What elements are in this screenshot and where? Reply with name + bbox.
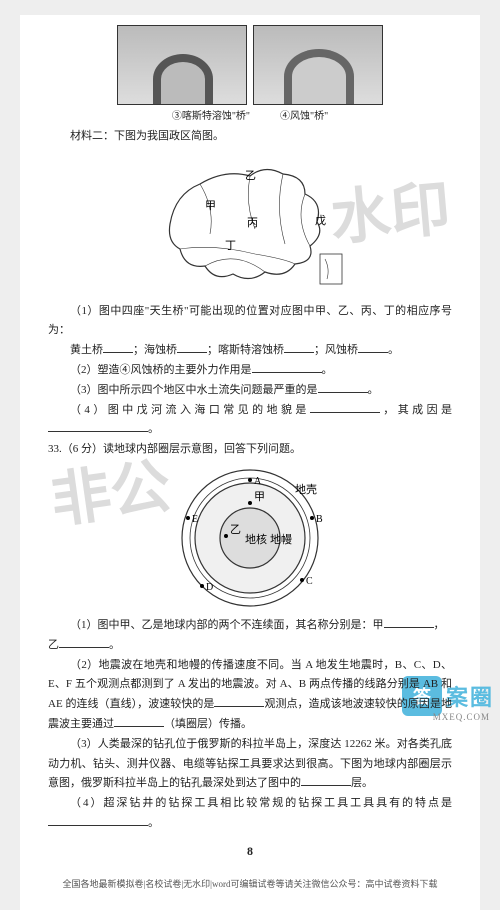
caption-row: ③喀斯特溶蚀"桥" ④风蚀"桥" <box>48 107 452 122</box>
q3: （3）图中所示四个地区中水土流失问题最严重的是。 <box>48 381 452 401</box>
q4: （4）图中戊河流入海口常见的地貌是，其成因是。 <box>48 401 452 441</box>
q1-stem: （1）图中四座"天生桥"可能出现的位置对应图中甲、乙、丙、丁的相应序号为： <box>48 302 452 342</box>
earth-layers-figure: 地壳地幔地核 甲乙 A B C D E <box>162 468 338 608</box>
svg-text:地幔: 地幔 <box>270 533 292 546</box>
logo-text: 案圈 <box>446 680 494 712</box>
svg-text:丁: 丁 <box>225 240 236 252</box>
q33-2: （2）地震波在地壳和地幔的传播速度不同。当 A 地发生地震时，B、C、D、E、F… <box>48 656 452 735</box>
svg-text:C: C <box>306 576 313 587</box>
q33-1: （1）图中甲、乙是地球内部的两个不连续面，其名称分别是：甲，乙。 <box>48 616 452 656</box>
svg-text:甲: 甲 <box>254 491 265 503</box>
caption-4: ④风蚀"桥" <box>280 107 328 122</box>
footer-note: 全国各地最新模拟卷|名校试卷|无水印|word可编辑试卷等请关注微信公众号：高中… <box>48 877 452 890</box>
q33-4: （4）超深钻井的钻探工具相比较常规的钻探工具工具具有的特点是。 <box>48 794 452 834</box>
photo-wind <box>253 25 383 105</box>
photo-karst <box>117 25 247 105</box>
svg-text:甲: 甲 <box>205 200 216 212</box>
svg-text:乙: 乙 <box>245 169 256 182</box>
q1-line: 黄土桥；海蚀桥；喀斯特溶蚀桥；风蚀桥。 <box>48 341 452 361</box>
svg-text:D: D <box>206 582 213 593</box>
page-number: 8 <box>48 844 452 859</box>
q33-head: 33.（6 分）读地球内部圈层示意图，回答下列问题。 <box>48 440 452 460</box>
photo-row <box>48 25 452 105</box>
svg-text:A: A <box>254 476 262 487</box>
q2: （2）塑造④风蚀桥的主要外力作用是。 <box>48 361 452 381</box>
svg-text:地核: 地核 <box>245 532 267 546</box>
svg-text:戊: 戊 <box>315 214 326 227</box>
svg-text:E: E <box>192 514 198 525</box>
svg-text:丙: 丙 <box>247 217 258 229</box>
china-map: 甲 乙丙丁 戊 <box>155 154 345 294</box>
svg-text:地壳: 地壳 <box>295 482 317 496</box>
q33-3: （3）人类最深的钻孔位于俄罗斯的科拉半岛上，深度达 12262 米。对各类孔底动… <box>48 735 452 794</box>
caption-3: ③喀斯特溶蚀"桥" <box>172 107 250 122</box>
material-2: 材料二：下图为我国政区简图。 <box>48 128 452 146</box>
svg-text:B: B <box>316 514 323 525</box>
svg-text:乙: 乙 <box>230 523 241 536</box>
